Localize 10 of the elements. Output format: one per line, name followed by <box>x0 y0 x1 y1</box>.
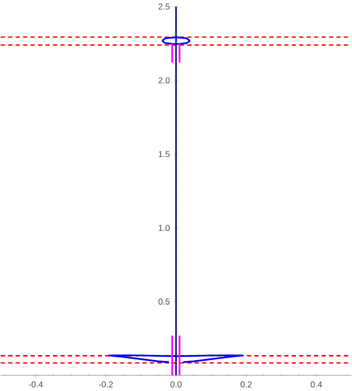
x-tick-label: 0.4 <box>310 381 322 388</box>
y-tick-label: 2.0 <box>158 77 170 84</box>
x-tick-label: 0.0 <box>170 381 182 388</box>
x-tick-label: -0.2 <box>98 381 113 388</box>
y-tick-label: 1.5 <box>158 151 170 158</box>
y-tick-label: 1.0 <box>158 224 170 231</box>
y-tick-label: 0.5 <box>158 298 170 305</box>
x-tick-label: -0.4 <box>28 381 43 388</box>
x-tick-label: 0.2 <box>240 381 252 388</box>
y-tick-label: 2.5 <box>158 4 170 10</box>
